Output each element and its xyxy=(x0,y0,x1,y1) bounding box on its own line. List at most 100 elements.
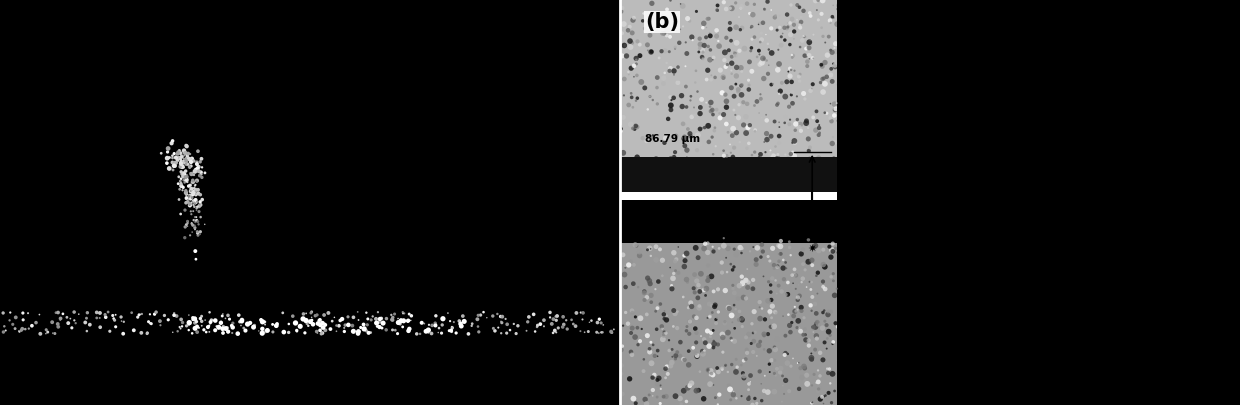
Point xyxy=(670,40,689,46)
Point xyxy=(714,57,734,64)
Point xyxy=(660,49,680,55)
Point xyxy=(718,245,738,252)
Point xyxy=(763,303,782,309)
Point xyxy=(728,86,748,93)
Point xyxy=(610,123,630,129)
Point xyxy=(166,154,186,161)
Point xyxy=(656,365,676,372)
Point xyxy=(656,375,676,381)
Point xyxy=(693,55,713,62)
Point xyxy=(765,277,785,284)
Point xyxy=(776,114,796,120)
Point xyxy=(694,42,714,49)
Point xyxy=(642,97,662,103)
Point xyxy=(244,322,264,329)
Point xyxy=(541,309,560,315)
Point xyxy=(12,310,32,316)
Point xyxy=(701,57,720,63)
Point xyxy=(166,313,186,319)
Point xyxy=(684,313,704,320)
Point xyxy=(660,68,680,74)
Point xyxy=(815,109,835,116)
Point xyxy=(563,321,583,327)
Point xyxy=(768,27,787,33)
Point xyxy=(339,313,358,320)
Point xyxy=(799,147,818,154)
Point xyxy=(786,121,806,127)
Point xyxy=(712,90,732,96)
Point xyxy=(171,316,191,323)
Point xyxy=(723,132,743,139)
Point xyxy=(613,166,632,173)
Point xyxy=(180,155,200,161)
Point xyxy=(653,393,673,400)
Point xyxy=(177,174,197,180)
Point xyxy=(774,276,794,282)
Point xyxy=(739,59,759,65)
Point xyxy=(62,324,82,331)
Point xyxy=(708,165,728,171)
Point xyxy=(611,126,631,132)
Point xyxy=(367,320,387,326)
Point xyxy=(180,156,200,162)
Point xyxy=(725,50,745,57)
Point xyxy=(751,381,771,387)
Point xyxy=(750,61,770,68)
Point xyxy=(639,134,658,141)
Point xyxy=(557,317,577,324)
Point xyxy=(734,122,754,128)
Point xyxy=(171,183,191,189)
Point xyxy=(104,317,124,324)
Point xyxy=(688,136,708,143)
Point xyxy=(713,349,733,356)
Point xyxy=(723,391,743,398)
Point xyxy=(735,356,755,362)
Point xyxy=(706,74,725,81)
Point xyxy=(329,322,348,329)
Point xyxy=(722,5,742,11)
Point xyxy=(810,373,830,379)
Point xyxy=(691,126,711,132)
Point xyxy=(675,263,694,270)
Point xyxy=(769,133,789,139)
Point xyxy=(804,329,823,335)
Point xyxy=(730,139,750,145)
Point xyxy=(730,26,750,33)
Point xyxy=(753,305,773,312)
Point xyxy=(732,25,751,31)
Bar xyxy=(620,192,1240,200)
Point xyxy=(294,311,314,317)
Point xyxy=(641,9,661,16)
Point xyxy=(172,154,192,160)
Point xyxy=(463,320,482,327)
Point xyxy=(141,320,161,327)
Point xyxy=(812,76,832,82)
Point xyxy=(22,322,42,329)
Point xyxy=(820,366,839,372)
Point xyxy=(192,174,212,181)
Point xyxy=(686,339,706,346)
Point xyxy=(0,323,14,330)
Point xyxy=(732,315,751,322)
Point xyxy=(622,40,642,46)
Point xyxy=(804,114,823,121)
Point xyxy=(727,395,746,401)
Point xyxy=(729,115,749,121)
Point xyxy=(296,317,316,324)
Point xyxy=(503,321,523,327)
Point xyxy=(797,63,817,69)
Point xyxy=(668,79,688,86)
Point xyxy=(622,307,642,314)
Point xyxy=(671,164,691,171)
Point xyxy=(775,37,795,43)
Point xyxy=(176,158,196,165)
Point xyxy=(698,277,718,284)
Point xyxy=(192,164,212,171)
Point xyxy=(822,341,842,347)
Point xyxy=(687,278,707,284)
Point xyxy=(785,272,805,278)
Point xyxy=(782,149,802,156)
Point xyxy=(348,328,368,335)
Point xyxy=(611,347,631,353)
Point xyxy=(760,151,780,157)
